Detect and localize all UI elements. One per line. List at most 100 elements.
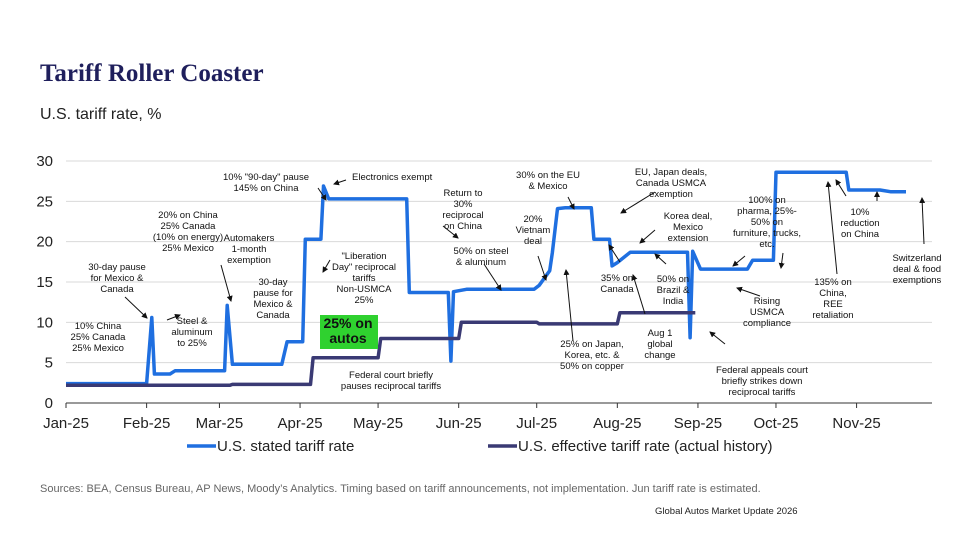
- annotation-line: exemption: [227, 255, 271, 266]
- annotation-arrow: [220, 264, 233, 302]
- annotation-label: 10% "90-day" pause 145% on China: [223, 172, 309, 194]
- annotation-line: Vietnam: [516, 225, 551, 236]
- axis-layer: 0 5 10 15 20 25 30 Jan-25 Feb-25 Mar-25 Apr-25 May-…: [36, 153, 932, 432]
- annotation-arrow: [732, 255, 746, 267]
- annotation-line: 20% on China: [158, 210, 218, 221]
- annotation-line: Federal appeals court: [716, 365, 808, 376]
- annotation-line: Canada: [256, 310, 290, 321]
- annotation-arrow: [563, 269, 574, 342]
- annotation-line: "Liberation: [341, 251, 386, 262]
- annotation-line: briefly strikes down: [722, 376, 803, 387]
- annotation-line: 35% on: [601, 273, 633, 284]
- x-tick-label: Sep-25: [674, 415, 722, 432]
- annotation-line: Canada: [100, 284, 134, 295]
- annotation-label: 10% reduction on China: [840, 207, 879, 240]
- annotation-line: Rising: [754, 296, 780, 307]
- annotation-line: Non-USMCA: [337, 284, 393, 295]
- annotation-line: autos: [329, 330, 367, 346]
- stated-rate-line: [66, 170, 906, 386]
- annotation-line: REE: [823, 299, 843, 310]
- annotation-label: 10% China 25% Canada 25% Mexico: [71, 321, 127, 354]
- annotation-label: "Liberation Day" reciprocal tariffs Non-USM…: [332, 251, 396, 306]
- x-tick-label: Apr-25: [278, 415, 323, 432]
- annotation-label: Rising USMCA compliance: [743, 296, 791, 329]
- annotation-line: exemptions: [893, 275, 942, 286]
- annotation-label: Steel & aluminum to 25%: [171, 316, 212, 349]
- annotation-line: pauses reciprocal tariffs: [341, 381, 441, 392]
- annotation-label: Aug 1 global change: [644, 328, 675, 361]
- annotation-line: 30%: [453, 199, 473, 210]
- annotation-label: 20% on China 25% Canada (10% on energy) 25%…: [153, 210, 223, 254]
- annotation-line: extension: [668, 233, 709, 244]
- annotation-line: 50% on: [657, 274, 689, 285]
- annotation-arrow: [639, 229, 656, 244]
- annotation-line: Mexico &: [253, 299, 293, 310]
- annotation-label: 135% on China, REE retaliation: [812, 277, 853, 321]
- annotation-line: & Mexico: [528, 181, 567, 192]
- annotation-line: 25% Mexico: [162, 243, 214, 254]
- annotation-arrow: [919, 197, 926, 245]
- annotation-line: 50% on steel: [454, 246, 509, 257]
- x-tick-label: May-25: [353, 415, 403, 432]
- annotation-line: exemption: [649, 189, 693, 200]
- x-tick-label: Nov-25: [832, 415, 880, 432]
- annotation-line: compliance: [743, 318, 791, 329]
- annotation-line: 50% on copper: [560, 361, 624, 372]
- annotation-line: 30% on the EU: [516, 170, 580, 181]
- annotation-line: on China: [444, 221, 483, 232]
- annotation-arrow: [124, 296, 148, 319]
- series-layer: [66, 170, 906, 388]
- annotation-arrow: [317, 187, 327, 201]
- annotation-label: 20% Vietnam deal: [516, 214, 551, 247]
- annotation-line: Canada USMCA: [636, 178, 707, 189]
- annotation-line: retaliation: [812, 310, 853, 321]
- annotation-arrow: [709, 331, 726, 345]
- autos-highlight-box: [320, 315, 378, 349]
- annotation-line: 135% on: [814, 277, 852, 288]
- annotation-label: 100% on pharma, 25%-50% on furniture, truc…: [733, 195, 801, 250]
- annotation-arrow: [620, 191, 656, 214]
- annotation-line: Switzerland: [892, 253, 941, 264]
- annotation-label: Switzerland deal & food exemptions: [892, 253, 941, 286]
- annotation-line: pause for: [253, 288, 293, 299]
- annotation-line: & aluminum: [456, 257, 506, 268]
- annotation-line: deal & food: [893, 264, 941, 275]
- annotation-arrow: [442, 225, 459, 239]
- annotation-label: 35% on Canada: [600, 273, 634, 295]
- annotation-label: 30-day pause for Mexico & Canada: [88, 262, 146, 295]
- annotation-line: Aug 1: [648, 328, 673, 339]
- annotation-line: 25% on Japan,: [560, 339, 623, 350]
- x-tick-label: Feb-25: [123, 415, 171, 432]
- annotation-line: Federal court briefly: [349, 370, 433, 381]
- annotation-arrow: [322, 259, 331, 273]
- x-tick-label: Jun-25: [436, 415, 482, 432]
- annotation-label: 50% on Brazil & India: [657, 274, 690, 307]
- annotation-arrow: [567, 196, 575, 210]
- annotation-arrow: [537, 255, 548, 281]
- annotation-line: on China: [841, 229, 880, 240]
- annotation-line: Korea, etc. &: [565, 350, 621, 361]
- annotation-arrow: [654, 253, 667, 265]
- annotation-line: change: [644, 350, 675, 361]
- annotation-line: India: [663, 296, 684, 307]
- legend-label: U.S. stated tariff rate: [217, 438, 354, 455]
- y-tick-label: 5: [45, 355, 53, 372]
- x-tick-label: Jan-25: [43, 415, 89, 432]
- annotation-line: deal: [524, 236, 542, 247]
- annotation-label: Electronics exempt: [352, 172, 433, 183]
- annotation-line: 20%: [523, 214, 543, 225]
- chart-subtitle: U.S. tariff rate, %: [40, 106, 162, 123]
- annotation-line: etc.: [759, 239, 774, 250]
- annotation-line: Mexico: [673, 222, 703, 233]
- annotation-line: global: [647, 339, 672, 350]
- x-tick-label: Oct-25: [753, 415, 798, 432]
- annotation-arrow: [631, 274, 646, 315]
- chart-title: Tariff Roller Coaster: [40, 60, 264, 87]
- annotation-label: Federal appeals court briefly strikes dow…: [716, 365, 808, 398]
- annotation-line: for Mexico &: [91, 273, 144, 284]
- annotation-line: Day" reciprocal: [332, 262, 396, 273]
- legend-layer: U.S. stated tariff rate U.S. effective ta…: [187, 438, 773, 455]
- annotation-line: EU, Japan deals,: [635, 167, 707, 178]
- annotation-line: 145% on China: [234, 183, 300, 194]
- y-tick-label: 25: [36, 193, 53, 210]
